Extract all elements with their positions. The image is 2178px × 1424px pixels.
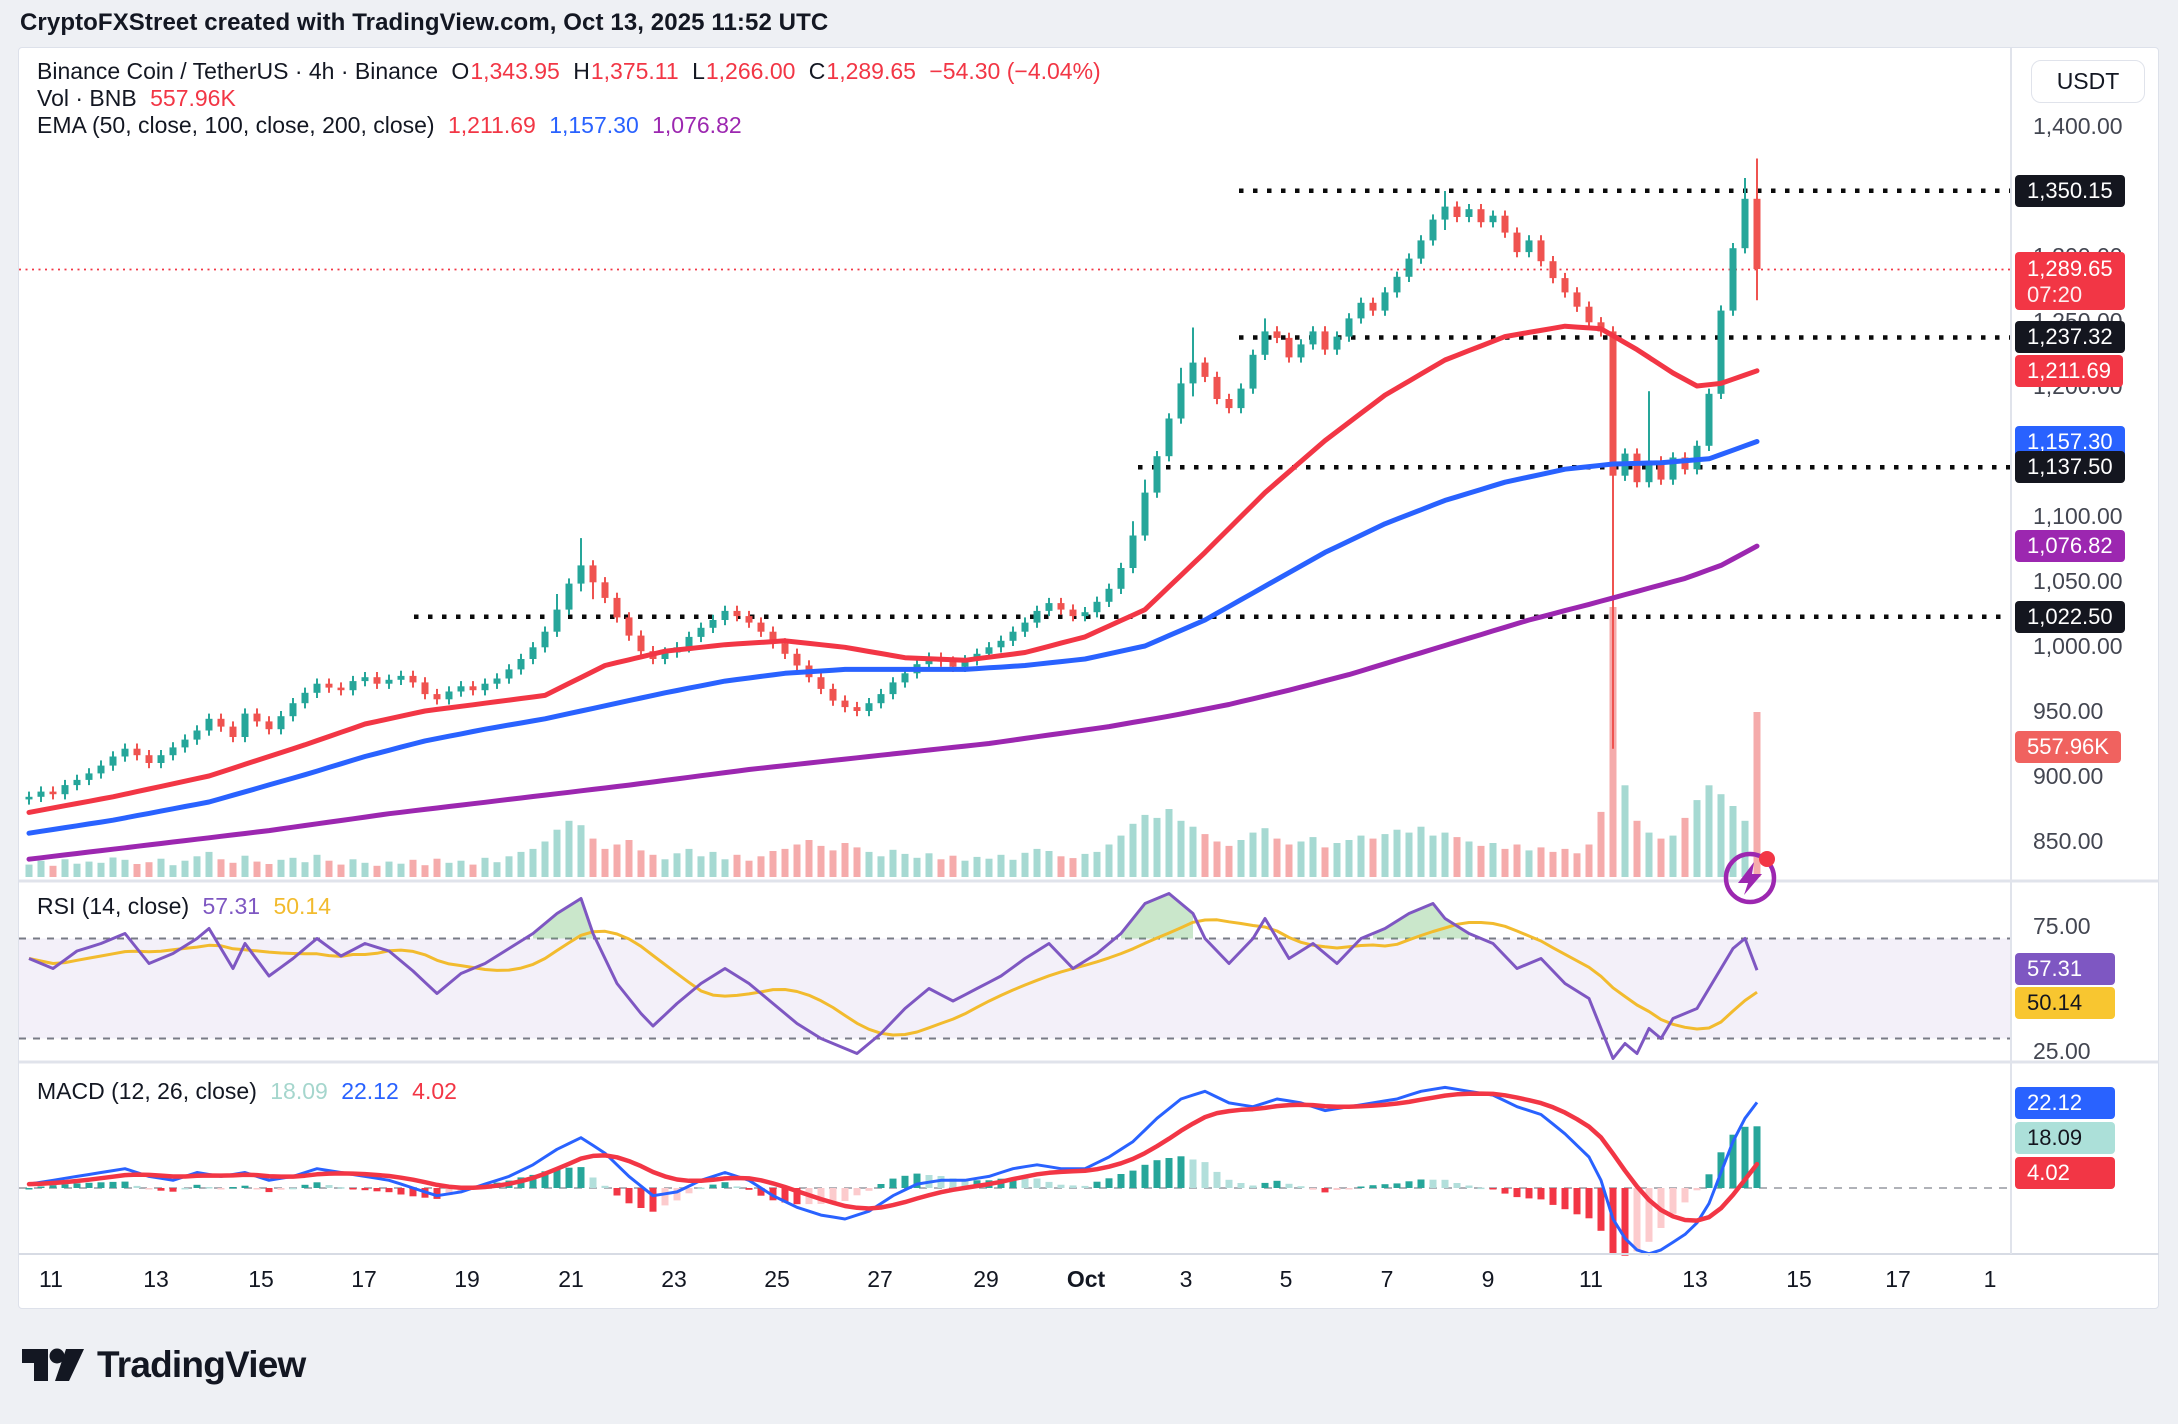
time-axis-label: 19 bbox=[454, 1266, 480, 1292]
price-scale-label: 900.00 bbox=[2033, 763, 2104, 789]
price-scale-label: 75.00 bbox=[2033, 913, 2091, 939]
currency-toggle-button[interactable]: USDT bbox=[2031, 60, 2145, 103]
time-axis-label: 23 bbox=[661, 1266, 687, 1292]
time-axis-label: 11 bbox=[39, 1266, 63, 1292]
tradingview-wordmark: TradingView bbox=[97, 1344, 306, 1385]
ema100-value: 1,157.30 bbox=[549, 112, 639, 138]
price-scale-label: 25.00 bbox=[2033, 1038, 2091, 1064]
price-scale-badge: 18.09 bbox=[2015, 1122, 2115, 1154]
chart-panel[interactable]: Binance Coin / TetherUS · 4h · Binance O… bbox=[18, 47, 2159, 1309]
quick-trade-lightning-icon[interactable] bbox=[1721, 846, 1781, 908]
ema200-value: 1,076.82 bbox=[652, 112, 742, 138]
low-label: L bbox=[692, 58, 705, 84]
time-axis-label: 13 bbox=[143, 1266, 169, 1292]
ema-legend[interactable]: EMA (50, close, 100, close, 200, close) … bbox=[37, 112, 749, 139]
chart-canvas[interactable] bbox=[19, 48, 2159, 1309]
price-scale-label: 850.00 bbox=[2033, 828, 2104, 854]
price-scale-badge: 1,022.50 bbox=[2015, 601, 2125, 633]
time-axis-label: 3 bbox=[1179, 1266, 1193, 1292]
time-axis-label: 27 bbox=[867, 1266, 893, 1292]
volume-legend[interactable]: Vol · BNB 557.96K bbox=[37, 85, 243, 112]
price-scale-label: 950.00 bbox=[2033, 698, 2104, 724]
volume-value: 557.96K bbox=[150, 85, 236, 111]
rsi-value: 57.31 bbox=[202, 893, 261, 919]
time-axis-label: 7 bbox=[1380, 1266, 1394, 1292]
time-axis-label: 9 bbox=[1481, 1266, 1495, 1292]
time-axis-label: 17 bbox=[351, 1266, 377, 1292]
time-axis-label: 15 bbox=[1786, 1266, 1812, 1292]
time-axis-label: Oct bbox=[1066, 1266, 1106, 1292]
price-scale-badge: 1,137.50 bbox=[2015, 451, 2125, 483]
close-value: 1,289.65 bbox=[826, 58, 916, 84]
tradingview-logo: TradingView bbox=[22, 1344, 306, 1386]
time-axis-label: 21 bbox=[558, 1266, 584, 1292]
macd-hist-value: 18.09 bbox=[270, 1078, 328, 1104]
open-value: 1,343.95 bbox=[470, 58, 560, 84]
high-label: H bbox=[573, 58, 590, 84]
time-axis-label: 17 bbox=[1885, 1266, 1911, 1292]
macd-signal-value: 4.02 bbox=[412, 1078, 457, 1104]
change-value: −54.30 (−4.04%) bbox=[929, 58, 1101, 84]
close-label: C bbox=[808, 58, 826, 84]
ema50-value: 1,211.69 bbox=[447, 112, 536, 138]
time-axis-label: 29 bbox=[973, 1266, 999, 1292]
tradingview-logo-icon bbox=[22, 1348, 84, 1381]
volume-label: Vol · BNB bbox=[37, 85, 137, 111]
rsi-label: RSI (14, close) bbox=[37, 893, 190, 919]
price-scale-badge: 1,237.32 bbox=[2015, 321, 2125, 353]
rsi-legend[interactable]: RSI (14, close) 57.31 50.14 bbox=[37, 893, 338, 920]
price-scale-label: 1,000.00 bbox=[2033, 633, 2123, 659]
price-scale-badge: 50.14 bbox=[2015, 987, 2115, 1019]
time-axis-label: 15 bbox=[248, 1266, 274, 1292]
time-axis-label: 1 bbox=[1983, 1266, 1997, 1292]
open-label: O bbox=[451, 58, 470, 84]
macd-label: MACD (12, 26, close) bbox=[37, 1078, 257, 1104]
price-scale-badge: 4.02 bbox=[2015, 1157, 2115, 1189]
time-axis-label: 11 bbox=[1579, 1266, 1603, 1292]
high-value: 1,375.11 bbox=[590, 58, 679, 84]
ema-label: EMA (50, close, 100, close, 200, close) bbox=[37, 112, 435, 138]
price-scale-label: 1,100.00 bbox=[2033, 503, 2123, 529]
price-scale-badge: 1,076.82 bbox=[2015, 530, 2125, 562]
attribution-text: CryptoFXStreet created with TradingView.… bbox=[20, 9, 829, 36]
low-value: 1,266.00 bbox=[705, 58, 796, 84]
time-axis-label: 5 bbox=[1279, 1266, 1293, 1292]
symbol-title: Binance Coin / TetherUS · 4h · Binance bbox=[37, 58, 439, 84]
price-scale-badge: 22.12 bbox=[2015, 1087, 2115, 1119]
price-scale-label: 1,400.00 bbox=[2033, 113, 2123, 139]
price-scale-badge: 1,350.15 bbox=[2015, 175, 2125, 207]
price-scale-badge: 557.96K bbox=[2015, 731, 2121, 763]
price-scale-label: 1,050.00 bbox=[2033, 568, 2123, 594]
rsi-ma-value: 50.14 bbox=[273, 893, 332, 919]
time-axis-label: 25 bbox=[764, 1266, 790, 1292]
time-axis-label: 13 bbox=[1682, 1266, 1708, 1292]
price-scale-badge: 1,211.69 bbox=[2015, 355, 2124, 387]
price-scale-badge: 57.31 bbox=[2015, 953, 2115, 985]
macd-legend[interactable]: MACD (12, 26, close) 18.09 22.12 4.02 bbox=[37, 1078, 464, 1105]
price-scale-badge: 1,289.65 07:20 bbox=[2015, 252, 2125, 310]
symbol-legend[interactable]: Binance Coin / TetherUS · 4h · Binance O… bbox=[37, 58, 1108, 85]
macd-line-value: 22.12 bbox=[341, 1078, 399, 1104]
